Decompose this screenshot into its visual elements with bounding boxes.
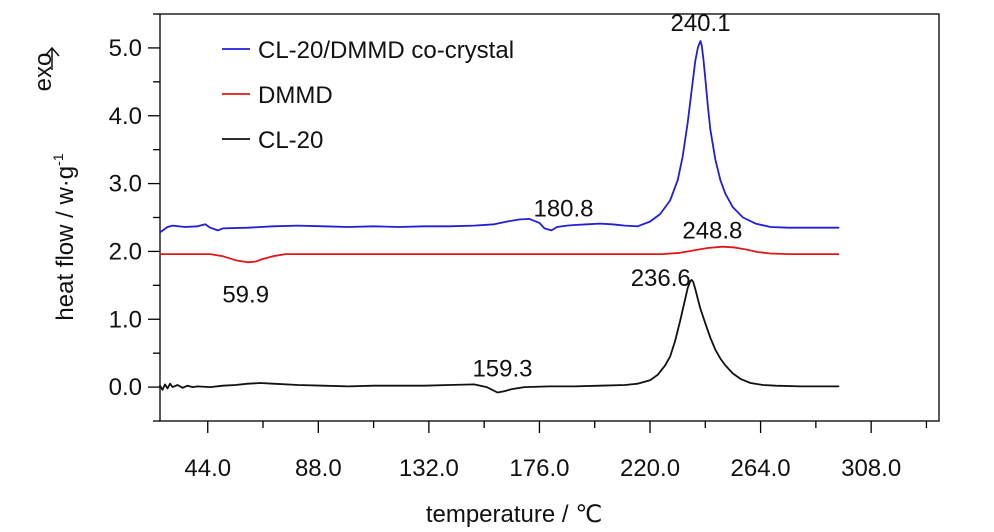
- x-tick-label: 132.0: [399, 455, 459, 482]
- x-tick-label: 220.0: [620, 455, 680, 482]
- peak-label: 240.1: [670, 10, 730, 37]
- x-tick-label: 308.0: [841, 455, 901, 482]
- exo-indicator: exo: [30, 46, 60, 92]
- legend-label-0: CL-20/DMMD co-crystal: [258, 37, 514, 64]
- x-axis-ticks: 44.0 88.0 132.0 176.0 220.0 264.0 308.0: [184, 421, 928, 482]
- y-tick-label: 1.0: [109, 306, 142, 333]
- legend-label-1: DMMD: [258, 82, 333, 109]
- y-tick-label: 4.0: [109, 103, 142, 130]
- y-axis-title: heat flow / w·g-1: [50, 153, 79, 320]
- legend-label-2: CL-20: [258, 127, 323, 154]
- series-line-2: [159, 278, 840, 394]
- peak-label: 248.8: [682, 218, 742, 245]
- y-tick-label: 0.0: [109, 374, 142, 401]
- series-line-1: [159, 245, 840, 264]
- peak-label: 180.8: [533, 195, 593, 222]
- x-tick-label: 44.0: [184, 455, 231, 482]
- series-layer: [159, 40, 840, 394]
- peak-label: 236.6: [631, 265, 691, 292]
- x-tick-label: 176.0: [509, 455, 569, 482]
- legend: CL-20/DMMD co-crystal DMMD CL-20: [222, 37, 514, 154]
- y-tick-label: 2.0: [109, 238, 142, 265]
- y-tick-label: 3.0: [109, 171, 142, 198]
- peak-annotations: 240.1 180.8 248.8 59.9 236.6 159.3: [222, 10, 742, 382]
- exo-up-arrow-icon: [44, 46, 60, 70]
- y-tick-label: 5.0: [109, 35, 142, 62]
- peak-label: 59.9: [222, 281, 269, 308]
- y-axis-title-superscript: -1: [50, 153, 66, 166]
- series-line-0: [159, 40, 840, 234]
- x-axis-title: temperature / ℃: [426, 501, 602, 528]
- y-axis-ticks: 0.0 1.0 2.0 3.0 4.0 5.0: [109, 13, 160, 422]
- x-tick-label: 264.0: [731, 455, 791, 482]
- x-tick-label: 88.0: [295, 455, 342, 482]
- peak-label: 159.3: [472, 356, 532, 383]
- y-axis-title-main: heat flow / w·g: [52, 166, 79, 321]
- svg-text:heat flow / w·g-1: heat flow / w·g-1: [50, 153, 79, 320]
- exo-label: exo: [30, 53, 57, 92]
